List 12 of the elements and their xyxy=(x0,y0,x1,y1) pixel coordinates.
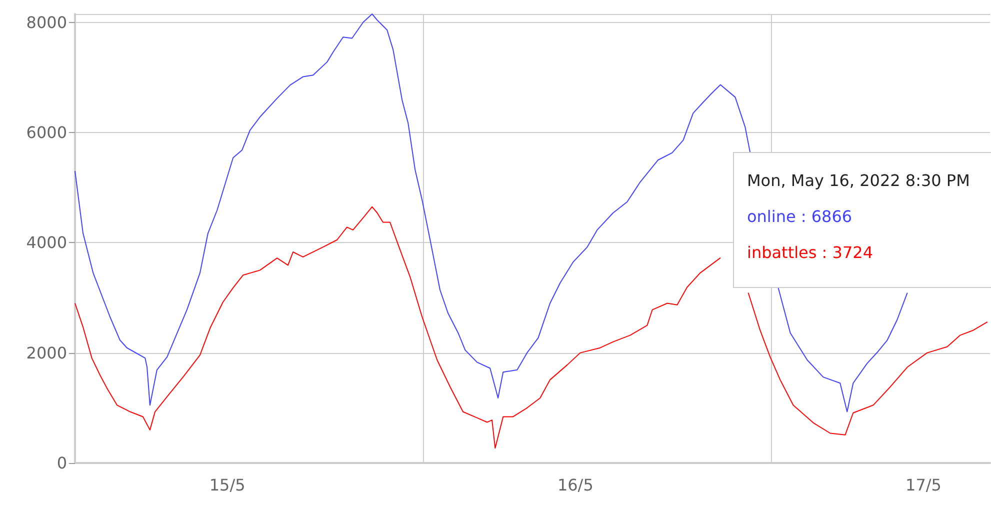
x-tick-label: 16/5 xyxy=(557,476,594,494)
annotation: inbattles : 3724 xyxy=(747,243,874,262)
x-tick-label: 17/5 xyxy=(906,476,942,494)
y-tick-label: 6000 xyxy=(26,122,67,142)
y-tick-label: 2000 xyxy=(26,343,67,362)
y-tick-label: 0 xyxy=(56,454,67,472)
annotation: Mon, May 16, 2022 8:30 PM xyxy=(747,171,971,190)
tooltip-panel: Mon, May 16, 2022 8:30 PM online : 6866 inbattles : 3724 xyxy=(733,152,991,288)
y-tick-label: 4000 xyxy=(26,233,67,252)
x-tick-label: 15/5 xyxy=(209,476,246,494)
y-tick-label: 8000 xyxy=(26,12,67,32)
annotation: online : 6866 xyxy=(747,207,854,226)
